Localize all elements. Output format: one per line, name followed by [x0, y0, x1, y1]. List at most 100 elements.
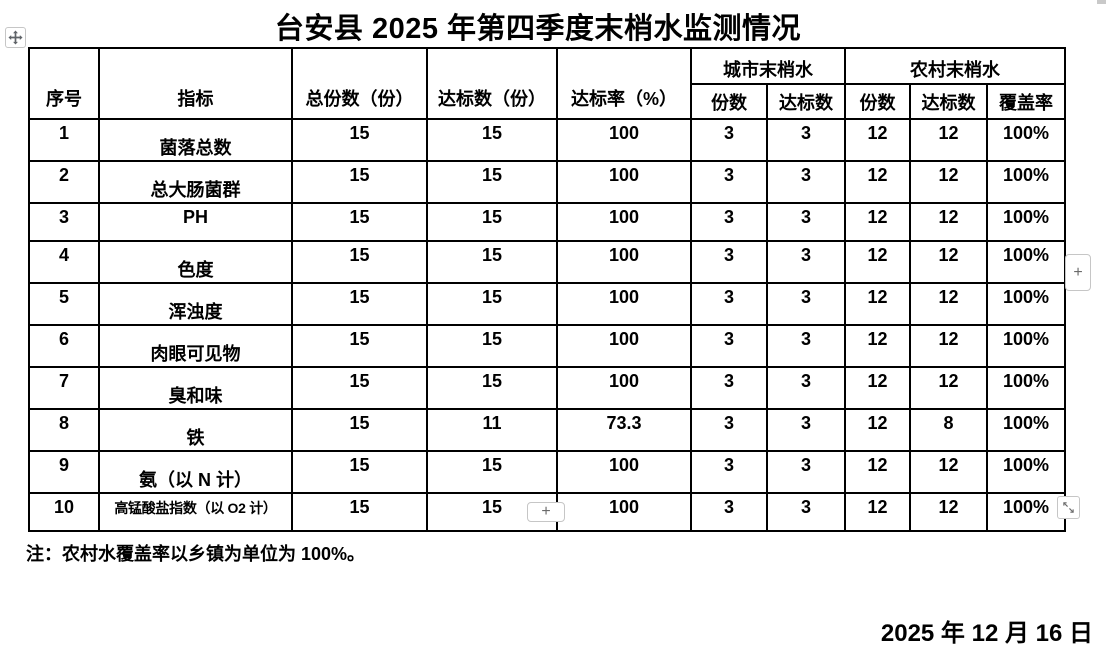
col-header-qualified: 达标数（份） — [426, 47, 558, 120]
col-header-no: 序号 — [28, 47, 100, 120]
cell-indicator: 色度 — [98, 240, 293, 284]
monitoring-table: 序号 指标 总份数（份） 达标数（份） 达标率（%） 城市末梢水 农村末梢水 份… — [28, 47, 1067, 532]
cell-urban-qualified: 3 — [766, 202, 846, 242]
cell-rural-count: 12 — [844, 492, 911, 532]
cell-rate: 100 — [556, 366, 692, 410]
cell-qualified: 15 — [426, 282, 558, 326]
cell-total: 15 — [291, 492, 428, 532]
cell-rate: 100 — [556, 492, 692, 532]
cell-no: 4 — [28, 240, 100, 284]
cell-coverage: 100% — [985, 202, 1067, 242]
cell-rate: 100 — [556, 202, 692, 242]
cell-no: 3 — [28, 202, 100, 242]
cell-coverage: 100% — [985, 366, 1067, 410]
cell-indicator: 高锰酸盐指数（以 O2 计） — [98, 492, 293, 532]
diagonal-resize-icon — [1062, 501, 1075, 514]
cell-no: 6 — [28, 324, 100, 368]
table-row: 10 高锰酸盐指数（以 O2 计） 15 15 100 3 3 12 12 100% — [28, 492, 1067, 532]
cell-rural-qualified: 12 — [909, 240, 988, 284]
cell-rural-count: 12 — [844, 408, 911, 452]
insert-row-button[interactable]: + — [527, 502, 565, 522]
cell-rural-qualified: 12 — [909, 202, 988, 242]
plus-icon: + — [541, 503, 551, 520]
cell-no: 9 — [28, 450, 100, 494]
cell-rate: 100 — [556, 282, 692, 326]
col-header-total: 总份数（份） — [291, 47, 428, 120]
cell-urban-qualified: 3 — [766, 118, 846, 162]
cell-indicator: PH — [98, 202, 293, 242]
table-row: 7 臭和味 15 15 100 3 3 12 12 100% — [28, 366, 1067, 410]
cell-qualified: 15 — [426, 202, 558, 242]
col-header-rate: 达标率（%） — [556, 47, 692, 120]
cell-urban-qualified: 3 — [766, 282, 846, 326]
cell-indicator: 浑浊度 — [98, 282, 293, 326]
table-body: 1 菌落总数 15 15 100 3 3 12 12 100% 2 总大肠菌群 15 15 100 3 3 12 1… — [28, 118, 1067, 532]
cell-urban-qualified: 3 — [766, 366, 846, 410]
cell-rural-count: 12 — [844, 450, 911, 494]
cell-total: 15 — [291, 366, 428, 410]
footnote: 注：农村水覆盖率以乡镇为单位为 100%。 — [26, 544, 366, 564]
cell-qualified: 15 — [426, 118, 558, 162]
cell-rural-qualified: 12 — [909, 118, 988, 162]
col-header-rural-qualified: 达标数 — [909, 83, 988, 120]
table-row: 5 浑浊度 15 15 100 3 3 12 12 100% — [28, 282, 1067, 326]
cell-no: 2 — [28, 160, 100, 204]
cell-coverage: 100% — [985, 282, 1067, 326]
cell-indicator: 臭和味 — [98, 366, 293, 410]
cell-rural-count: 12 — [844, 160, 911, 204]
cell-urban-count: 3 — [690, 160, 768, 204]
col-group-urban: 城市末梢水 — [690, 47, 846, 85]
cell-rural-qualified: 12 — [909, 282, 988, 326]
cell-rural-count: 12 — [844, 366, 911, 410]
cell-no: 10 — [28, 492, 100, 532]
cell-rate: 100 — [556, 240, 692, 284]
cell-total: 15 — [291, 450, 428, 494]
cell-urban-count: 3 — [690, 282, 768, 326]
cell-rural-qualified: 12 — [909, 492, 988, 532]
document-title: 台安县 2025 年第四季度末梢水监测情况 — [274, 13, 802, 45]
cell-total: 15 — [291, 324, 428, 368]
table-row: 9 氨（以 N 计） 15 15 100 3 3 12 12 100% — [28, 450, 1067, 494]
cell-urban-qualified: 3 — [766, 160, 846, 204]
cell-rural-count: 12 — [844, 118, 911, 162]
window-corner-fragment — [1097, 0, 1106, 4]
cell-rate: 100 — [556, 118, 692, 162]
table-resize-handle[interactable] — [1057, 496, 1080, 519]
cell-total: 15 — [291, 202, 428, 242]
insert-column-button[interactable]: + — [1065, 254, 1091, 291]
col-group-rural: 农村末梢水 — [843, 47, 1067, 85]
cell-coverage: 100% — [985, 450, 1067, 494]
cell-urban-count: 3 — [690, 324, 768, 368]
cell-urban-count: 3 — [690, 240, 768, 284]
table-row: 2 总大肠菌群 15 15 100 3 3 12 12 100% — [28, 160, 1067, 204]
document-date: 2025 年 12 月 16 日 — [880, 620, 1093, 647]
cell-rural-count: 12 — [844, 202, 911, 242]
cell-coverage: 100% — [985, 160, 1067, 204]
cell-rural-count: 12 — [844, 282, 911, 326]
cell-urban-count: 3 — [690, 492, 768, 532]
cell-coverage: 100% — [985, 324, 1067, 368]
cell-rate: 100 — [556, 324, 692, 368]
cell-rate: 100 — [556, 450, 692, 494]
cell-urban-qualified: 3 — [766, 240, 846, 284]
cell-rural-qualified: 12 — [909, 450, 988, 494]
cell-urban-qualified: 3 — [766, 492, 846, 532]
cell-total: 15 — [291, 282, 428, 326]
cell-no: 5 — [28, 282, 100, 326]
cell-no: 7 — [28, 366, 100, 410]
cell-indicator: 总大肠菌群 — [98, 160, 293, 204]
cell-total: 15 — [291, 118, 428, 162]
cell-coverage: 100% — [985, 240, 1067, 284]
cell-coverage: 100% — [985, 408, 1067, 452]
cell-rural-count: 12 — [844, 324, 911, 368]
cell-rate: 73.3 — [556, 408, 692, 452]
table-move-handle[interactable] — [5, 27, 26, 48]
cell-coverage: 100% — [985, 492, 1067, 532]
cell-qualified: 15 — [426, 240, 558, 284]
cell-total: 15 — [291, 408, 428, 452]
cell-urban-count: 3 — [690, 118, 768, 162]
cell-indicator: 铁 — [98, 408, 293, 452]
cell-rural-qualified: 8 — [909, 408, 988, 452]
table-row: 3 PH 15 15 100 3 3 12 12 100% — [28, 202, 1067, 242]
